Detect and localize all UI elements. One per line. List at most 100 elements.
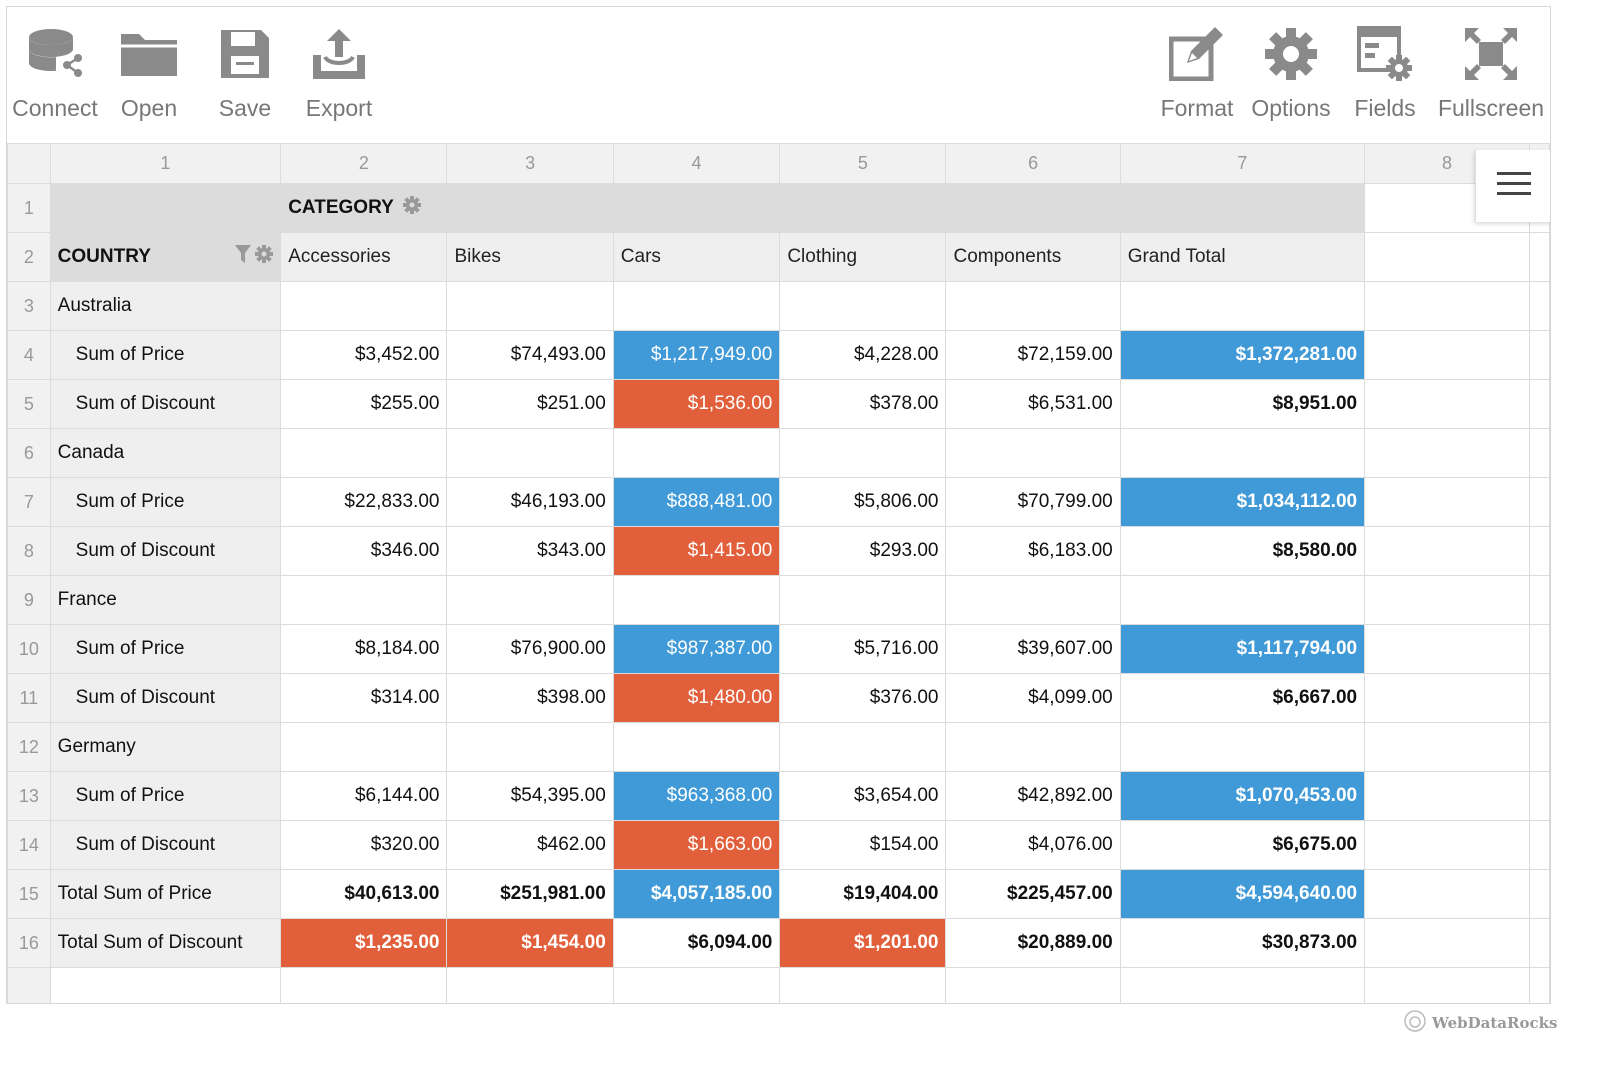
value-cell[interactable]: $376.00 — [779, 673, 947, 723]
value-cell[interactable]: $225,457.00 — [945, 869, 1121, 919]
value-cell[interactable]: $8,184.00 — [280, 624, 448, 674]
row-header-cell[interactable]: Sum of Discount — [49, 820, 282, 870]
value-cell[interactable]: $76,900.00 — [446, 624, 614, 674]
value-cell[interactable]: $251,981.00 — [446, 869, 614, 919]
grand-total-cell[interactable]: $1,117,794.00 — [1119, 624, 1366, 674]
value-cell[interactable]: $70,799.00 — [945, 477, 1121, 527]
value-cell[interactable]: $6,094.00 — [612, 918, 781, 968]
row-number[interactable]: 13 — [7, 771, 51, 821]
save-button[interactable]: Save — [209, 23, 281, 133]
row-header-cell[interactable]: Sum of Price — [49, 771, 282, 821]
row-header-cell[interactable]: Sum of Price — [49, 477, 282, 527]
value-cell[interactable]: $46,193.00 — [446, 477, 614, 527]
value-cell[interactable]: $462.00 — [446, 820, 614, 870]
value-cell[interactable]: $19,404.00 — [779, 869, 947, 919]
filter-icon[interactable] — [235, 245, 252, 269]
column-number[interactable]: 5 — [779, 143, 947, 184]
row-header-cell[interactable]: Australia — [49, 281, 282, 331]
row-header-cell[interactable]: Sum of Discount — [49, 673, 282, 723]
column-number[interactable]: 3 — [446, 143, 614, 184]
grand-total-cell[interactable]: $1,372,281.00 — [1119, 330, 1366, 380]
settings-icon[interactable] — [255, 245, 274, 269]
row-header-cell[interactable]: Sum of Price — [49, 624, 282, 674]
row-number[interactable]: 15 — [7, 869, 51, 919]
value-cell[interactable]: $343.00 — [446, 526, 614, 576]
grand-total-cell[interactable]: $6,667.00 — [1119, 673, 1366, 723]
export-button[interactable]: Export — [301, 23, 377, 133]
value-cell[interactable]: $74,493.00 — [446, 330, 614, 380]
grand-total-cell[interactable]: $8,580.00 — [1119, 526, 1366, 576]
value-cell[interactable]: $963,368.00 — [612, 771, 781, 821]
row-number[interactable]: 1 — [7, 183, 51, 233]
fullscreen-button[interactable]: Fullscreen — [1437, 23, 1545, 133]
value-cell[interactable]: $22,833.00 — [280, 477, 448, 527]
value-cell[interactable]: $293.00 — [779, 526, 947, 576]
row-header-cell[interactable]: Total Sum of Price — [49, 869, 282, 919]
value-cell[interactable]: $5,806.00 — [779, 477, 947, 527]
row-header-cell[interactable]: France — [49, 575, 282, 625]
format-button[interactable]: Format — [1157, 23, 1237, 133]
column-field-header[interactable]: CATEGORY — [280, 183, 1366, 233]
row-number[interactable]: 12 — [7, 722, 51, 772]
value-cell[interactable]: $398.00 — [446, 673, 614, 723]
value-cell[interactable]: $42,892.00 — [945, 771, 1121, 821]
row-number[interactable]: 14 — [7, 820, 51, 870]
row-header-cell[interactable]: Sum of Price — [49, 330, 282, 380]
value-cell[interactable]: $314.00 — [280, 673, 448, 723]
column-number[interactable]: 2 — [280, 143, 448, 184]
value-cell[interactable]: $4,057,185.00 — [612, 869, 781, 919]
grand-total-cell[interactable]: $1,070,453.00 — [1119, 771, 1366, 821]
value-cell[interactable]: $251.00 — [446, 379, 614, 429]
value-cell[interactable]: $1,235.00 — [280, 918, 448, 968]
row-number[interactable]: 4 — [7, 330, 51, 380]
row-number[interactable]: 7 — [7, 477, 51, 527]
value-cell[interactable]: $987,387.00 — [612, 624, 781, 674]
value-cell[interactable]: $3,654.00 — [779, 771, 947, 821]
value-cell[interactable]: $346.00 — [280, 526, 448, 576]
value-cell[interactable]: $54,395.00 — [446, 771, 614, 821]
column-header-cell[interactable]: Clothing — [779, 232, 947, 282]
column-number[interactable]: 7 — [1119, 143, 1366, 184]
connect-button[interactable]: Connect — [7, 23, 103, 133]
value-cell[interactable]: $4,099.00 — [945, 673, 1121, 723]
value-cell[interactable]: $6,183.00 — [945, 526, 1121, 576]
row-header-cell[interactable]: Sum of Discount — [49, 379, 282, 429]
grand-total-cell[interactable]: $1,034,112.00 — [1119, 477, 1366, 527]
settings-icon[interactable] — [402, 196, 421, 220]
value-cell[interactable]: $6,144.00 — [280, 771, 448, 821]
value-cell[interactable]: $1,201.00 — [779, 918, 947, 968]
value-cell[interactable]: $6,531.00 — [945, 379, 1121, 429]
value-cell[interactable]: $39,607.00 — [945, 624, 1121, 674]
value-cell[interactable]: $1,415.00 — [612, 526, 781, 576]
value-cell[interactable]: $5,716.00 — [779, 624, 947, 674]
value-cell[interactable]: $320.00 — [280, 820, 448, 870]
row-number[interactable]: 8 — [7, 526, 51, 576]
value-cell[interactable]: $4,228.00 — [779, 330, 947, 380]
value-cell[interactable]: $40,613.00 — [280, 869, 448, 919]
row-number[interactable]: 10 — [7, 624, 51, 674]
row-number[interactable]: 11 — [7, 673, 51, 723]
grand-total-cell[interactable]: $30,873.00 — [1119, 918, 1366, 968]
column-header-cell[interactable]: Components — [945, 232, 1121, 282]
row-number[interactable]: 2 — [7, 232, 51, 282]
column-header-cell[interactable]: Bikes — [446, 232, 614, 282]
value-cell[interactable]: $154.00 — [779, 820, 947, 870]
value-cell[interactable]: $4,076.00 — [945, 820, 1121, 870]
row-number[interactable]: 9 — [7, 575, 51, 625]
row-header-cell[interactable]: Canada — [49, 428, 282, 478]
row-number[interactable]: 3 — [7, 281, 51, 331]
column-number[interactable]: 1 — [49, 143, 282, 184]
row-number[interactable]: 5 — [7, 379, 51, 429]
value-cell[interactable]: $1,663.00 — [612, 820, 781, 870]
row-number[interactable]: 16 — [7, 918, 51, 968]
open-button[interactable]: Open — [113, 23, 185, 133]
options-button[interactable]: Options — [1249, 23, 1333, 133]
value-cell[interactable]: $1,536.00 — [612, 379, 781, 429]
value-cell[interactable]: $72,159.00 — [945, 330, 1121, 380]
value-cell[interactable]: $1,217,949.00 — [612, 330, 781, 380]
grand-total-cell[interactable]: $8,951.00 — [1119, 379, 1366, 429]
row-field-header[interactable]: COUNTRY — [49, 232, 282, 282]
value-cell[interactable]: $888,481.00 — [612, 477, 781, 527]
grand-total-cell[interactable]: $6,675.00 — [1119, 820, 1366, 870]
row-number[interactable]: 6 — [7, 428, 51, 478]
